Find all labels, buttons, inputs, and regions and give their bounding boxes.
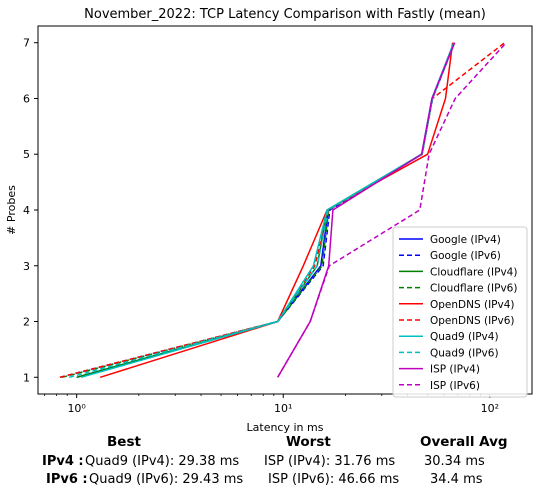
- legend-label-quad9-ipv4: Quad9 (IPv4): [430, 331, 499, 343]
- legend-label-quad9-ipv6: Quad9 (IPv6): [430, 347, 499, 359]
- y-tick-label: 7: [23, 37, 30, 50]
- legend-box: [392, 226, 528, 398]
- legend-label-cloudflare-ipv6: Cloudflare (IPv6): [430, 283, 517, 295]
- legend-label-opendns-ipv4: OpenDNS (IPv4): [430, 299, 515, 311]
- y-tick-label: 5: [23, 148, 30, 161]
- y-tick-label: 4: [23, 204, 30, 217]
- x-axis-label: Latency in ms: [247, 421, 324, 434]
- x-tick-label: 10⁰: [67, 402, 86, 415]
- y-tick-label: 2: [23, 316, 30, 329]
- chart-title: November_2022: TCP Latency Comparison wi…: [84, 7, 486, 22]
- x-tick-label: 10²: [481, 402, 499, 415]
- legend-label-google-ipv6: Google (IPv6): [430, 250, 501, 262]
- axis-ticks: 1 2 3 4 5 6 7 10⁰ 10¹ 10²: [23, 37, 499, 415]
- legend-label-google-ipv4: Google (IPv4): [430, 234, 501, 246]
- y-tick-label: 1: [23, 371, 30, 384]
- series-line-isp-ipv6: [277, 42, 507, 378]
- legend-label-isp-ipv6: ISP (IPv6): [430, 380, 480, 392]
- legend: Google (IPv4) Google (IPv6) Cloudflare (IP…: [392, 226, 528, 398]
- plot-area: [59, 42, 507, 379]
- legend-label-isp-ipv4: ISP (IPv4): [430, 364, 480, 376]
- y-axis-label: # Probes: [5, 185, 18, 235]
- y-tick-label: 3: [23, 260, 30, 273]
- y-tick-label: 6: [23, 92, 30, 105]
- legend-label-opendns-ipv6: OpenDNS (IPv6): [430, 315, 515, 327]
- legend-label-cloudflare-ipv4: Cloudflare (IPv4): [430, 266, 517, 278]
- x-tick-label: 10¹: [274, 402, 292, 415]
